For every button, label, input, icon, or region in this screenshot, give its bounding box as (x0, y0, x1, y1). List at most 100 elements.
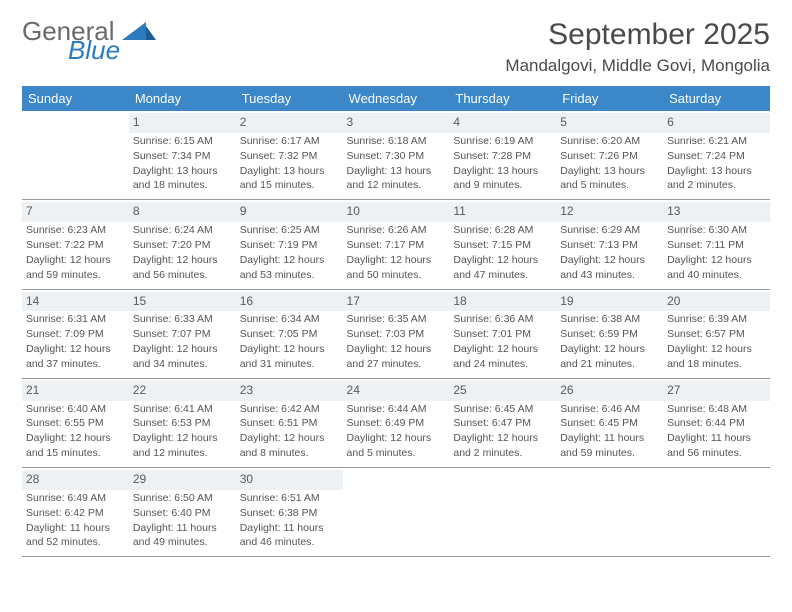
day-number: 24 (343, 381, 450, 401)
daylight-line1: Daylight: 11 hours (667, 432, 766, 446)
sunset-text: Sunset: 7:28 PM (453, 150, 552, 164)
sunset-text: Sunset: 6:47 PM (453, 417, 552, 431)
daylight-line2: and 27 minutes. (347, 358, 446, 372)
sunset-text: Sunset: 7:15 PM (453, 239, 552, 253)
daylight-line1: Daylight: 12 hours (26, 254, 125, 268)
month-title: September 2025 (505, 18, 770, 52)
dayname-mon: Monday (129, 86, 236, 111)
daylight-line1: Daylight: 12 hours (667, 254, 766, 268)
daylight-line1: Daylight: 12 hours (133, 343, 232, 357)
day-cell: 30 Sunrise: 6:51 AMSunset: 6:38 PMDayligh… (236, 468, 343, 557)
sunrise-text: Sunrise: 6:49 AM (26, 492, 125, 506)
daylight-line1: Daylight: 12 hours (240, 254, 339, 268)
daylight-line1: Daylight: 13 hours (240, 165, 339, 179)
day-number: 9 (236, 202, 343, 222)
day-number: 2 (236, 113, 343, 133)
sunrise-text: Sunrise: 6:33 AM (133, 313, 232, 327)
day-cell: 4Sunrise: 6:19 AMSunset: 7:28 PMDaylight… (449, 111, 556, 200)
day-cell: 16Sunrise: 6:34 AMSunset: 7:05 PMDayligh… (236, 289, 343, 378)
sunrise-text: Sunrise: 6:29 AM (560, 224, 659, 238)
day-cell: 6Sunrise: 6:21 AMSunset: 7:24 PMDaylight… (663, 111, 770, 200)
daylight-line2: and 52 minutes. (26, 536, 125, 550)
sunset-text: Sunset: 7:07 PM (133, 328, 232, 342)
sunset-text: Sunset: 6:51 PM (240, 417, 339, 431)
daylight-line2: and 21 minutes. (560, 358, 659, 372)
week-row: 21Sunrise: 6:40 AMSunset: 6:55 PMDayligh… (22, 378, 770, 467)
daylight-line1: Daylight: 12 hours (347, 343, 446, 357)
day-header-row: Sunday Monday Tuesday Wednesday Thursday… (22, 86, 770, 111)
daylight-line2: and 5 minutes. (347, 447, 446, 461)
sunset-text: Sunset: 6:49 PM (347, 417, 446, 431)
daylight-line2: and 24 minutes. (453, 358, 552, 372)
day-number: 30 (236, 470, 343, 490)
day-number: 23 (236, 381, 343, 401)
sunrise-text: Sunrise: 6:50 AM (133, 492, 232, 506)
daylight-line1: Daylight: 11 hours (26, 522, 125, 536)
dayname-fri: Friday (556, 86, 663, 111)
daylight-line2: and 15 minutes. (26, 447, 125, 461)
daylight-line1: Daylight: 13 hours (667, 165, 766, 179)
daylight-line1: Daylight: 12 hours (453, 432, 552, 446)
daylight-line1: Daylight: 12 hours (453, 254, 552, 268)
day-number: 18 (449, 292, 556, 312)
sunrise-text: Sunrise: 6:35 AM (347, 313, 446, 327)
day-cell: 26Sunrise: 6:46 AMSunset: 6:45 PMDayligh… (556, 378, 663, 467)
daylight-line1: Daylight: 12 hours (667, 343, 766, 357)
day-number: 26 (556, 381, 663, 401)
daylight-line1: Daylight: 12 hours (347, 432, 446, 446)
sunrise-text: Sunrise: 6:19 AM (453, 135, 552, 149)
day-number: 19 (556, 292, 663, 312)
day-number: 25 (449, 381, 556, 401)
logo-word2: Blue (68, 39, 156, 62)
sunset-text: Sunset: 7:11 PM (667, 239, 766, 253)
daylight-line1: Daylight: 13 hours (560, 165, 659, 179)
day-cell: 19Sunrise: 6:38 AMSunset: 6:59 PMDayligh… (556, 289, 663, 378)
sunset-text: Sunset: 7:22 PM (26, 239, 125, 253)
day-cell: 17Sunrise: 6:35 AMSunset: 7:03 PMDayligh… (343, 289, 450, 378)
daylight-line2: and 49 minutes. (133, 536, 232, 550)
sunrise-text: Sunrise: 6:31 AM (26, 313, 125, 327)
day-cell: 3Sunrise: 6:18 AMSunset: 7:30 PMDaylight… (343, 111, 450, 200)
day-number: 8 (129, 202, 236, 222)
day-cell: 24 Sunrise: 6:44 AMSunset: 6:49 PMDayligh… (343, 378, 450, 467)
sunrise-text: Sunrise: 6:34 AM (240, 313, 339, 327)
daylight-line1: Daylight: 12 hours (26, 432, 125, 446)
daylight-line1: Daylight: 12 hours (133, 254, 232, 268)
day-cell: 13Sunrise: 6:30 AMSunset: 7:11 PMDayligh… (663, 200, 770, 289)
sunrise-text: Sunrise: 6:45 AM (453, 403, 552, 417)
sunset-text: Sunset: 7:34 PM (133, 150, 232, 164)
day-number: 7 (22, 202, 129, 222)
day-cell: 11Sunrise: 6:28 AMSunset: 7:15 PMDayligh… (449, 200, 556, 289)
sunrise-text: Sunrise: 6:48 AM (667, 403, 766, 417)
daylight-line1: Daylight: 12 hours (560, 343, 659, 357)
sunrise-text: Sunrise: 6:42 AM (240, 403, 339, 417)
logo-triangle-icon (122, 18, 156, 40)
daylight-line1: Daylight: 11 hours (240, 522, 339, 536)
daylight-line1: Daylight: 12 hours (240, 432, 339, 446)
sunrise-text: Sunrise: 6:44 AM (347, 403, 446, 417)
daylight-line2: and 31 minutes. (240, 358, 339, 372)
logo: General Blue (22, 18, 156, 63)
sunset-text: Sunset: 7:09 PM (26, 328, 125, 342)
location: Mandalgovi, Middle Govi, Mongolia (505, 56, 770, 76)
calendar-table: Sunday Monday Tuesday Wednesday Thursday… (22, 86, 770, 557)
sunrise-text: Sunrise: 6:15 AM (133, 135, 232, 149)
day-cell: 22Sunrise: 6:41 AMSunset: 6:53 PMDayligh… (129, 378, 236, 467)
day-number: 6 (663, 113, 770, 133)
day-cell: 29Sunrise: 6:50 AMSunset: 6:40 PMDayligh… (129, 468, 236, 557)
day-number: 11 (449, 202, 556, 222)
sunrise-text: Sunrise: 6:51 AM (240, 492, 339, 506)
sunset-text: Sunset: 7:30 PM (347, 150, 446, 164)
sunset-text: Sunset: 6:38 PM (240, 507, 339, 521)
day-cell (663, 468, 770, 557)
day-cell (449, 468, 556, 557)
daylight-line2: and 53 minutes. (240, 269, 339, 283)
daylight-line2: and 47 minutes. (453, 269, 552, 283)
dayname-tue: Tuesday (236, 86, 343, 111)
sunrise-text: Sunrise: 6:21 AM (667, 135, 766, 149)
day-cell: 12Sunrise: 6:29 AMSunset: 7:13 PMDayligh… (556, 200, 663, 289)
sunset-text: Sunset: 7:13 PM (560, 239, 659, 253)
daylight-line2: and 34 minutes. (133, 358, 232, 372)
day-cell (22, 111, 129, 200)
day-cell: 21Sunrise: 6:40 AMSunset: 6:55 PMDayligh… (22, 378, 129, 467)
